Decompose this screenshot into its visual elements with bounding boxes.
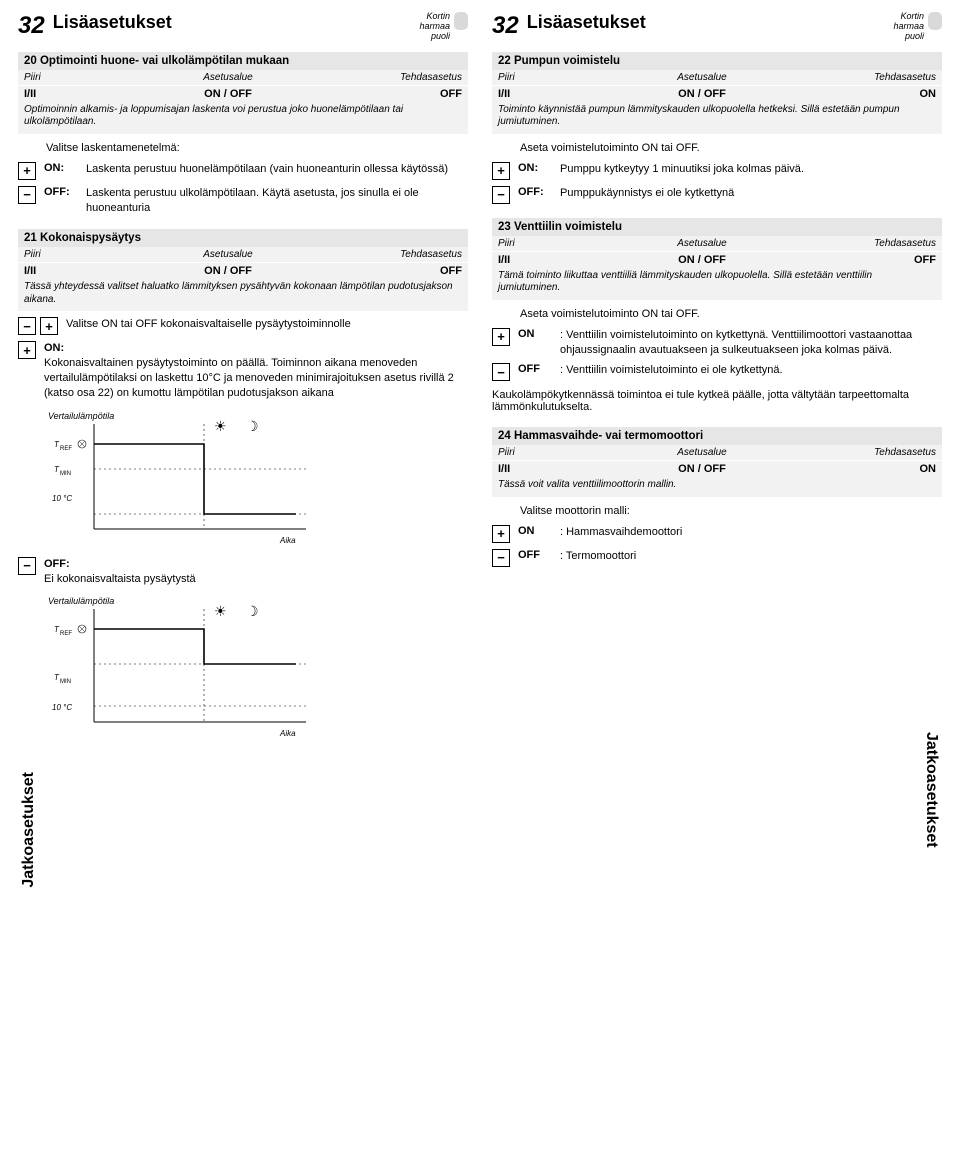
- page-header: 32 Lisäasetukset Kortin harmaa puoli: [18, 12, 468, 42]
- setting-table-head: Piiri Asetusalue Tehdasasetus: [18, 70, 468, 85]
- sun-icon: ☀: [214, 418, 227, 434]
- setting-table-row: I/II ON / OFF OFF: [492, 251, 942, 268]
- setting-description: Optimoinnin alkamis- ja loppumisajan las…: [18, 102, 468, 134]
- plus-button[interactable]: +: [492, 328, 510, 346]
- option-off: − OFF: Laskenta perustuu ulkolämpötilaan…: [18, 186, 468, 216]
- option-off: − OFF : Termomoottori: [492, 549, 942, 567]
- svg-text:Aika: Aika: [279, 729, 296, 738]
- reference-temp-chart-off: Vertailulämpötila ☀ ☽ TREF TMIN 10 °C Ai…: [46, 594, 468, 744]
- setting-22: 22 Pumpun voimistelu Piiri Asetusalue Te…: [492, 52, 942, 204]
- svg-text:MIN: MIN: [60, 471, 71, 477]
- option-off: − OFF: Ei kokonaisvaltaista pysäytystä: [18, 557, 468, 587]
- svg-text:REF: REF: [60, 446, 72, 452]
- minus-button[interactable]: −: [18, 186, 36, 204]
- reference-temp-chart-on: Vertailulämpötila ☀ ☽ TREF TMIN 10 °C Ai…: [46, 409, 468, 549]
- setting-description: Toiminto käynnistää pumpun lämmityskaude…: [492, 102, 942, 134]
- option-on: + ON: Pumppu kytkeytyy 1 minuutiksi joka…: [492, 162, 942, 180]
- setting-23: 23 Venttiilin voimistelu Piiri Asetusalu…: [492, 218, 942, 414]
- intro-text: Valitse laskentamenetelmä:: [46, 142, 468, 154]
- minus-button[interactable]: −: [492, 549, 510, 567]
- plus-button[interactable]: +: [18, 162, 36, 180]
- setting-title: 20 Optimointi huone- vai ulkolämpötilan …: [18, 52, 468, 70]
- page-number: 32: [18, 12, 45, 40]
- intro-text: Aseta voimistelutoiminto ON tai OFF.: [520, 142, 942, 154]
- side-label: Jatkoasetukset: [20, 772, 38, 888]
- svg-text:MIN: MIN: [60, 679, 71, 685]
- option-off: − OFF: Pumppukäynnistys ei ole kytkettyn…: [492, 186, 942, 204]
- setting-table-row: I/II ON / OFF ON: [492, 460, 942, 477]
- card-badge-icon: [454, 12, 468, 30]
- chart-ylabel: Vertailulämpötila: [48, 411, 114, 421]
- setting-table-head: Piiri Asetusalue Tehdasasetus: [492, 70, 942, 85]
- moon-icon: ☽: [246, 418, 259, 434]
- page-header: 32 Lisäasetukset Kortin harmaa puoli: [492, 12, 942, 42]
- page-title: Lisäasetukset: [53, 12, 420, 33]
- option-off: − OFF : Venttiilin voimistelutoiminto ei…: [492, 363, 942, 381]
- option-on: + ON : Venttiilin voimistelutoiminto on …: [492, 328, 942, 358]
- setting-24: 24 Hammasvaihde- vai termomoottori Piiri…: [492, 427, 942, 567]
- chart-ylabel: Vertailulämpötila: [48, 596, 114, 606]
- minus-button[interactable]: −: [492, 186, 510, 204]
- option-on: + ON: Kokonaisvaltainen pysäytystoiminto…: [18, 341, 468, 400]
- plus-button[interactable]: +: [18, 341, 36, 359]
- card-badge-icon: [928, 12, 942, 30]
- side-label: Jatkoasetukset: [922, 732, 940, 848]
- option-on: + ON : Hammasvaihdemoottori: [492, 525, 942, 543]
- setting-table-head: Piiri Asetusalue Tehdasasetus: [18, 247, 468, 262]
- moon-icon: ☽: [246, 603, 259, 619]
- minus-button[interactable]: −: [492, 363, 510, 381]
- setting-title: 22 Pumpun voimistelu: [492, 52, 942, 70]
- setting-description: Tässä voit valita venttiilimoottorin mal…: [492, 477, 942, 497]
- page-title: Lisäasetukset: [527, 12, 894, 33]
- setting-20: 20 Optimointi huone- vai ulkolämpötilan …: [18, 52, 468, 216]
- intro-text: Valitse moottorin malli:: [520, 505, 942, 517]
- plus-button[interactable]: +: [492, 525, 510, 543]
- svg-text:10 °C: 10 °C: [52, 494, 72, 503]
- page-number: 32: [492, 12, 519, 40]
- setting-note: Kaukolämpökytkennässä toimintoa ei tule …: [492, 389, 942, 413]
- setting-table-head: Piiri Asetusalue Tehdasasetus: [492, 236, 942, 251]
- svg-text:10 °C: 10 °C: [52, 703, 72, 712]
- setting-title: 23 Venttiilin voimistelu: [492, 218, 942, 236]
- setting-table-head: Piiri Asetusalue Tehdasasetus: [492, 445, 942, 460]
- setting-title: 21 Kokonaispysäytys: [18, 229, 468, 247]
- setting-description: Tämä toiminto liikuttaa venttiiliä lämmi…: [492, 268, 942, 300]
- setting-description: Tässä yhteydessä valitset haluatko lämmi…: [18, 279, 468, 311]
- plus-button[interactable]: +: [492, 162, 510, 180]
- toggle-row: − + Valitse ON tai OFF kokonaisvaltaisel…: [18, 317, 468, 335]
- svg-text:REF: REF: [60, 631, 72, 637]
- header-note: Kortin harmaa puoli: [419, 12, 450, 42]
- intro-text: Aseta voimistelutoiminto ON tai OFF.: [520, 308, 942, 320]
- minus-button[interactable]: −: [18, 557, 36, 575]
- option-on: + ON: Laskenta perustuu huonelämpötilaan…: [18, 162, 468, 180]
- sun-icon: ☀: [214, 603, 227, 619]
- setting-table-row: I/II ON / OFF ON: [492, 85, 942, 102]
- header-note: Kortin harmaa puoli: [893, 12, 924, 42]
- plus-button[interactable]: +: [40, 317, 58, 335]
- setting-table-row: I/II ON / OFF OFF: [18, 85, 468, 102]
- setting-title: 24 Hammasvaihde- vai termomoottori: [492, 427, 942, 445]
- minus-button[interactable]: −: [18, 317, 36, 335]
- setting-table-row: I/II ON / OFF OFF: [18, 262, 468, 279]
- setting-21: 21 Kokonaispysäytys Piiri Asetusalue Teh…: [18, 229, 468, 744]
- svg-text:Aika: Aika: [279, 536, 296, 545]
